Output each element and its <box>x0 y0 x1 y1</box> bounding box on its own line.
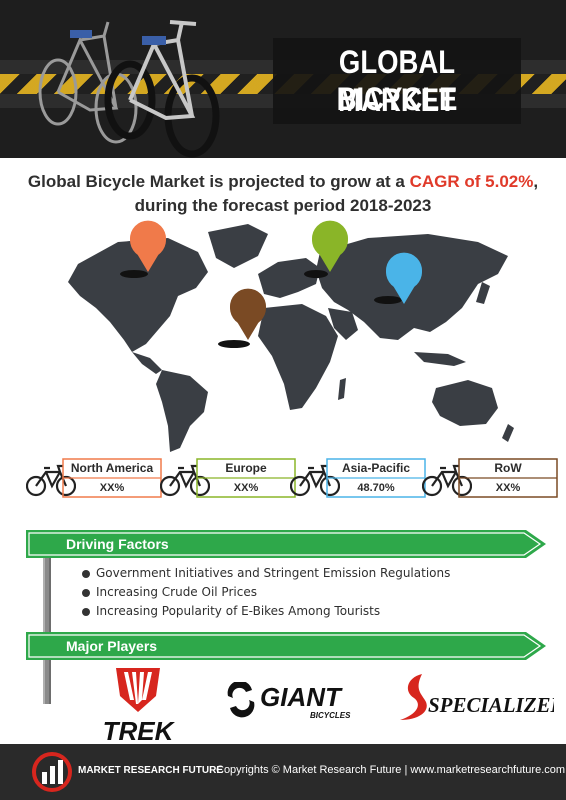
region-value: XX% <box>495 482 521 494</box>
bicycle-icon <box>26 464 76 497</box>
signpost-pole <box>43 548 51 704</box>
japan-shape <box>476 282 490 304</box>
bicycle-icon <box>422 464 472 497</box>
pin-europe <box>312 220 348 272</box>
driving-factors-list: Government Initiatives and Stringent Emi… <box>82 564 450 621</box>
major-players-title: Major Players <box>66 638 158 654</box>
headline-line2: during the forecast period 2018-2023 <box>134 196 432 215</box>
region-box-frame <box>458 458 558 498</box>
title-box: GLOBAL BICYCLE MARKET <box>273 38 521 124</box>
region-box-frame <box>62 458 162 498</box>
region-box: North America XX% <box>62 458 162 498</box>
australia-shape <box>432 380 498 426</box>
giant-logo-text: GIANT <box>260 682 343 712</box>
region-name: Europe <box>225 461 267 475</box>
factor-text: Government Initiatives and Stringent Emi… <box>96 566 451 580</box>
indonesia-shape <box>414 352 466 366</box>
page-title-line1: GLOBAL BICYCLE <box>336 44 458 117</box>
region-name: Asia-Pacific <box>341 461 411 475</box>
cagr-highlight: CAGR of 5.02% <box>409 172 534 191</box>
madagascar-shape <box>338 378 346 400</box>
sign-arrow-shape <box>26 530 546 558</box>
pin-shadow-europe <box>304 270 328 278</box>
bicycle-icon <box>160 464 210 497</box>
central-america-shape <box>132 352 162 374</box>
region-value: XX% <box>99 482 125 494</box>
region-name: North America <box>70 461 154 475</box>
new-zealand-shape <box>502 424 514 442</box>
driving-factors-title: Driving Factors <box>66 536 169 552</box>
pin-north-america <box>130 220 166 272</box>
trek-logo: TREK <box>103 668 176 744</box>
headline-text: Global Bicycle Market is projected to gr… <box>27 172 410 191</box>
bicycle-icon <box>290 464 340 497</box>
pin-asia-pacific <box>386 252 422 304</box>
pin-row <box>229 288 266 340</box>
page-title-line2: MARKET <box>338 82 456 118</box>
europe-shape <box>258 258 320 298</box>
major-players-sign: Major Players <box>26 632 546 660</box>
specialized-logo: SPECIALIZED <box>400 674 554 720</box>
headline-comma: , <box>533 172 539 191</box>
sign-arrow-shape <box>26 632 546 660</box>
trek-logo-text: TREK <box>103 716 176 744</box>
pin-shadow-asia-pacific <box>374 296 402 304</box>
driving-factors-sign: Driving Factors <box>26 530 546 558</box>
region-box: RoW XX% <box>458 458 558 498</box>
bicycles-image <box>38 20 220 158</box>
region-box: Europe XX% <box>196 458 296 498</box>
arabia-shape <box>328 308 358 340</box>
specialized-logo-text: SPECIALIZED <box>428 693 554 717</box>
factor-text: Increasing Popularity of E-Bikes Among T… <box>96 604 381 618</box>
pin-shadow-north-america <box>120 270 148 278</box>
region-box-frame <box>326 458 426 498</box>
north-america-shape <box>68 238 208 352</box>
region-name: RoW <box>494 461 522 475</box>
world-map <box>68 220 514 452</box>
south-america-shape <box>156 370 208 452</box>
factor-text: Increasing Crude Oil Prices <box>96 585 257 599</box>
headline-line1: Global Bicycle Market is projected to gr… <box>0 170 566 194</box>
giant-logo: GIANT BICYCLES <box>227 682 351 720</box>
bullet-icon <box>82 570 90 578</box>
header-banner: GLOBAL BICYCLE MARKET <box>0 0 566 158</box>
africa-shape <box>258 304 338 410</box>
bullet-icon <box>82 589 90 597</box>
bullet-icon <box>82 608 90 616</box>
list-item: Increasing Popularity of E-Bikes Among T… <box>82 602 450 621</box>
footer: MARKET RESEARCH FUTURE Copyrights © Mark… <box>0 744 566 800</box>
headline: Global Bicycle Market is projected to gr… <box>0 170 566 218</box>
region-value: XX% <box>233 482 259 494</box>
footer-copyright: Copyrights © Market Research Future | ww… <box>216 764 566 776</box>
greenland-shape <box>208 224 268 268</box>
giant-logo-subtext: BICYCLES <box>310 711 351 720</box>
region-value: 48.70% <box>357 482 395 494</box>
mrf-logo-icon <box>32 752 72 792</box>
footer-brand: MARKET RESEARCH FUTURE <box>78 765 223 776</box>
region-box: Asia-Pacific 48.70% <box>326 458 426 498</box>
list-item: Increasing Crude Oil Prices <box>82 583 450 602</box>
list-item: Government Initiatives and Stringent Emi… <box>82 564 450 583</box>
pin-shadow-row <box>218 340 250 348</box>
